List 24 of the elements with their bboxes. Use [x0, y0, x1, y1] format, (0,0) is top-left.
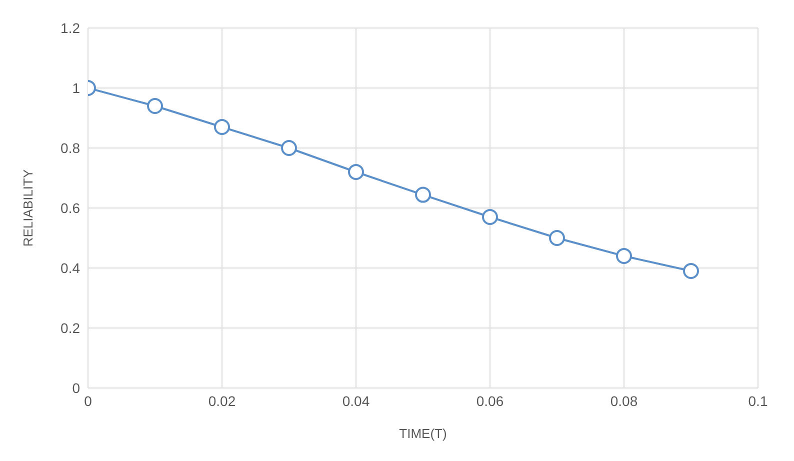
x-tick-label: 0.02 — [208, 392, 236, 409]
y-tick-label: 0.6 — [60, 200, 80, 216]
y-axis-title: RELIABILITY — [20, 169, 36, 247]
point — [549, 230, 565, 246]
x-axis-title: TIME(T) — [399, 426, 447, 441]
point — [281, 140, 297, 156]
y-tick-label: 0.2 — [60, 320, 80, 336]
point — [616, 248, 632, 264]
y-tick-label: 1 — [72, 80, 80, 96]
x-tick-label: 0.1 — [748, 392, 768, 409]
y-tick-label: 1.2 — [60, 20, 80, 36]
y-tick-label: 0.4 — [60, 260, 80, 276]
point — [214, 119, 230, 135]
point — [482, 209, 498, 225]
y-tick-label: 0.8 — [60, 140, 80, 156]
point — [147, 98, 163, 114]
y-tick-label: 0 — [72, 380, 80, 396]
point — [348, 164, 364, 180]
point — [683, 263, 699, 279]
x-tick-label: 0.04 — [342, 392, 370, 409]
point — [415, 186, 431, 203]
x-tick-label: 0 — [84, 392, 92, 409]
x-tick-label: 0.08 — [610, 392, 638, 409]
x-tick-label: 0.06 — [476, 392, 504, 409]
